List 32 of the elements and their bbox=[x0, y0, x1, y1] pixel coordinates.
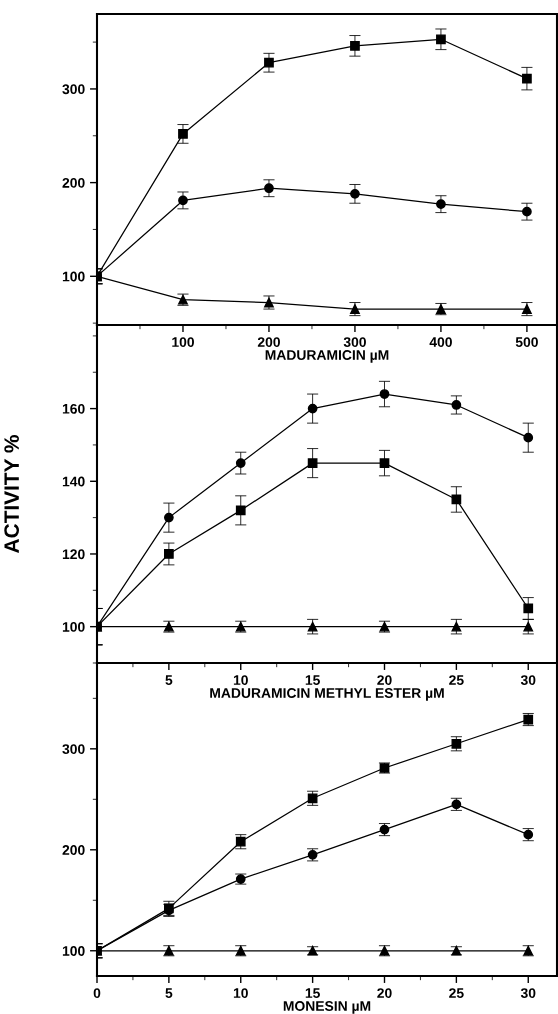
y-tick-label: 100 bbox=[62, 621, 85, 632]
x-tick-label: 30 bbox=[520, 675, 536, 686]
x-tick-label: 15 bbox=[305, 988, 320, 999]
x-axis-title: MONESIN µM bbox=[283, 1001, 371, 1014]
y-tick-label: 100 bbox=[62, 946, 85, 956]
y-tick-label: 100 bbox=[62, 271, 85, 282]
x-tick-label: 20 bbox=[377, 988, 392, 999]
y-tick-label: 140 bbox=[62, 476, 85, 487]
y-tick-label: 300 bbox=[62, 84, 85, 95]
x-tick-label: 25 bbox=[449, 675, 464, 686]
y-tick-label: 200 bbox=[62, 845, 85, 855]
x-tick-label: 100 bbox=[172, 337, 194, 348]
x-tick-label: 10 bbox=[233, 988, 248, 999]
y-tick-label: 120 bbox=[62, 549, 85, 560]
y-tick-label: 200 bbox=[62, 177, 85, 188]
x-tick-label: 300 bbox=[343, 337, 366, 348]
x-tick-label: 5 bbox=[165, 988, 173, 999]
y-tick-label: 160 bbox=[62, 403, 85, 414]
x-tick-label: 0 bbox=[93, 988, 101, 999]
x-tick-label: 500 bbox=[515, 337, 538, 348]
x-tick-label: 30 bbox=[520, 988, 536, 999]
x-axis-title: MADURAMICIN µM bbox=[265, 350, 389, 363]
y-axis-title: ACTIVITY % bbox=[4, 435, 20, 553]
x-tick-label: 25 bbox=[449, 988, 464, 999]
x-tick-label: 200 bbox=[257, 337, 280, 348]
y-tick-label: 300 bbox=[62, 744, 85, 755]
x-tick-label: 400 bbox=[429, 337, 452, 348]
x-tick-label: 20 bbox=[377, 675, 392, 686]
x-axis-title: MADURAMICIN METHYL ESTER µM bbox=[210, 688, 444, 701]
x-tick-label: 10 bbox=[233, 675, 248, 686]
x-tick-label: 15 bbox=[305, 675, 320, 686]
x-tick-label: 5 bbox=[165, 675, 173, 686]
